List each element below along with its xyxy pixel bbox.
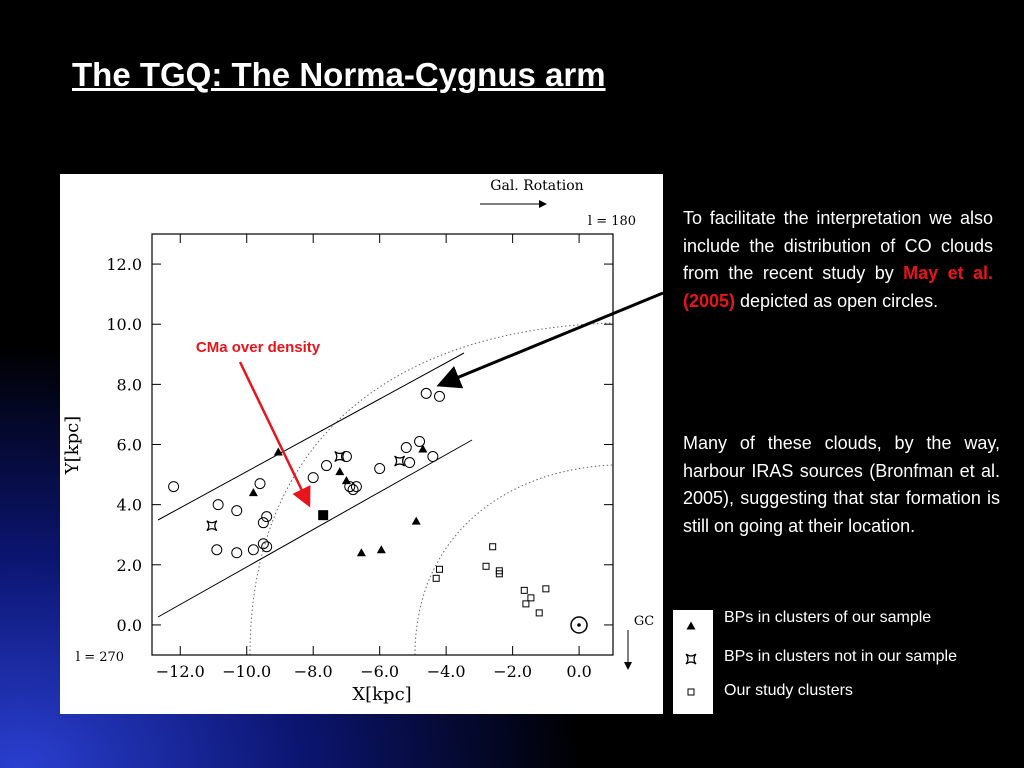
star-marker (685, 653, 697, 665)
y-tick-label: 8.0 (117, 375, 142, 394)
triangle-marker (248, 488, 258, 497)
y-tick-label: 10.0 (106, 315, 142, 334)
plot-panel (60, 174, 663, 714)
legend-label: Our study clusters (724, 682, 853, 699)
square-marker (482, 562, 490, 570)
circle-marker (427, 451, 439, 463)
circle-marker (434, 390, 446, 402)
square-marker (687, 688, 695, 696)
circle-marker (261, 511, 273, 523)
x-tick-label: −4.0 (427, 662, 466, 681)
paragraph: To facilitate the interpretation we also… (683, 205, 993, 315)
x-tick-label: −12.0 (156, 662, 205, 681)
circle-marker (211, 544, 223, 556)
circle-marker (231, 505, 243, 517)
star-marker (206, 520, 218, 532)
circle-marker (261, 541, 273, 553)
cma-arrow (238, 361, 311, 508)
circle-marker (320, 460, 332, 472)
text-run: depicted as open circles. (735, 290, 939, 311)
circle-marker (307, 472, 319, 484)
circle-marker (168, 481, 180, 493)
circle-marker (400, 442, 412, 454)
square-marker (527, 594, 535, 602)
x-axis-label: X[kpc] (352, 684, 411, 705)
circle-marker (254, 478, 266, 490)
text-run: May et al. (2005) (683, 263, 993, 311)
annotation: l = 270 (76, 650, 124, 665)
legend-label: BPs in clusters not in our sample (724, 648, 957, 665)
square-marker (432, 574, 440, 582)
legend-label: BPs in clusters of our sample (724, 609, 932, 626)
circle-marker (414, 435, 426, 447)
annotation: l = 180 (588, 214, 636, 229)
square-marker (522, 600, 530, 608)
circle-marker (374, 463, 386, 475)
circle-marker (257, 517, 269, 529)
triangle-marker (686, 621, 696, 630)
sun-symbol (570, 616, 588, 634)
circle-marker (257, 538, 269, 550)
triangle-marker (335, 467, 345, 476)
orbit-circles (249, 322, 614, 656)
y-tick-label: 6.0 (117, 436, 142, 455)
y-tick-label: 4.0 (117, 496, 142, 515)
circle-marker (231, 547, 243, 559)
triangle-marker (356, 548, 366, 557)
paragraph: Many of these clouds, by the way, harbou… (683, 430, 1000, 540)
y-tick-label: 2.0 (117, 556, 142, 575)
x-tick-label: −8.0 (294, 662, 333, 681)
co-arrow (436, 291, 664, 389)
text-run: To facilitate the interpretation we also… (683, 208, 993, 283)
square-marker (520, 586, 528, 594)
circle-marker (247, 544, 259, 556)
circle-marker (344, 481, 356, 493)
triangle-marker (418, 444, 428, 453)
square-marker (318, 510, 329, 521)
square-marker (535, 609, 543, 617)
circle-marker (212, 499, 224, 511)
circle-marker (347, 484, 359, 496)
square-marker (495, 570, 503, 578)
circle-marker (340, 451, 352, 463)
text-run: Many of these clouds, by the way, harbou… (683, 433, 1000, 536)
slide-title: The TGQ: The Norma-Cygnus arm (72, 56, 606, 93)
y-tick-label: 12.0 (106, 255, 142, 274)
circle-marker (350, 481, 362, 493)
square-marker (489, 543, 497, 551)
circle-marker (404, 457, 416, 469)
triangle-marker (273, 447, 283, 456)
arm-lines (157, 352, 473, 618)
star-marker (394, 455, 406, 467)
square-marker (436, 565, 444, 573)
x-tick-label: 0.0 (566, 662, 591, 681)
x-tick-label: −6.0 (360, 662, 399, 681)
square-marker (542, 585, 550, 593)
x-tick-label: −10.0 (222, 662, 271, 681)
triangle-marker (376, 545, 386, 554)
annotation: GC (634, 614, 654, 629)
circle-marker (420, 387, 432, 399)
annotation: CMa over density (196, 339, 321, 356)
x-tick-label: −2.0 (493, 662, 532, 681)
annotation: Gal. Rotation (490, 178, 583, 194)
y-axis-label: Y[kpc] (62, 416, 83, 475)
y-tick-label: 0.0 (117, 616, 142, 635)
triangle-marker (411, 516, 421, 525)
